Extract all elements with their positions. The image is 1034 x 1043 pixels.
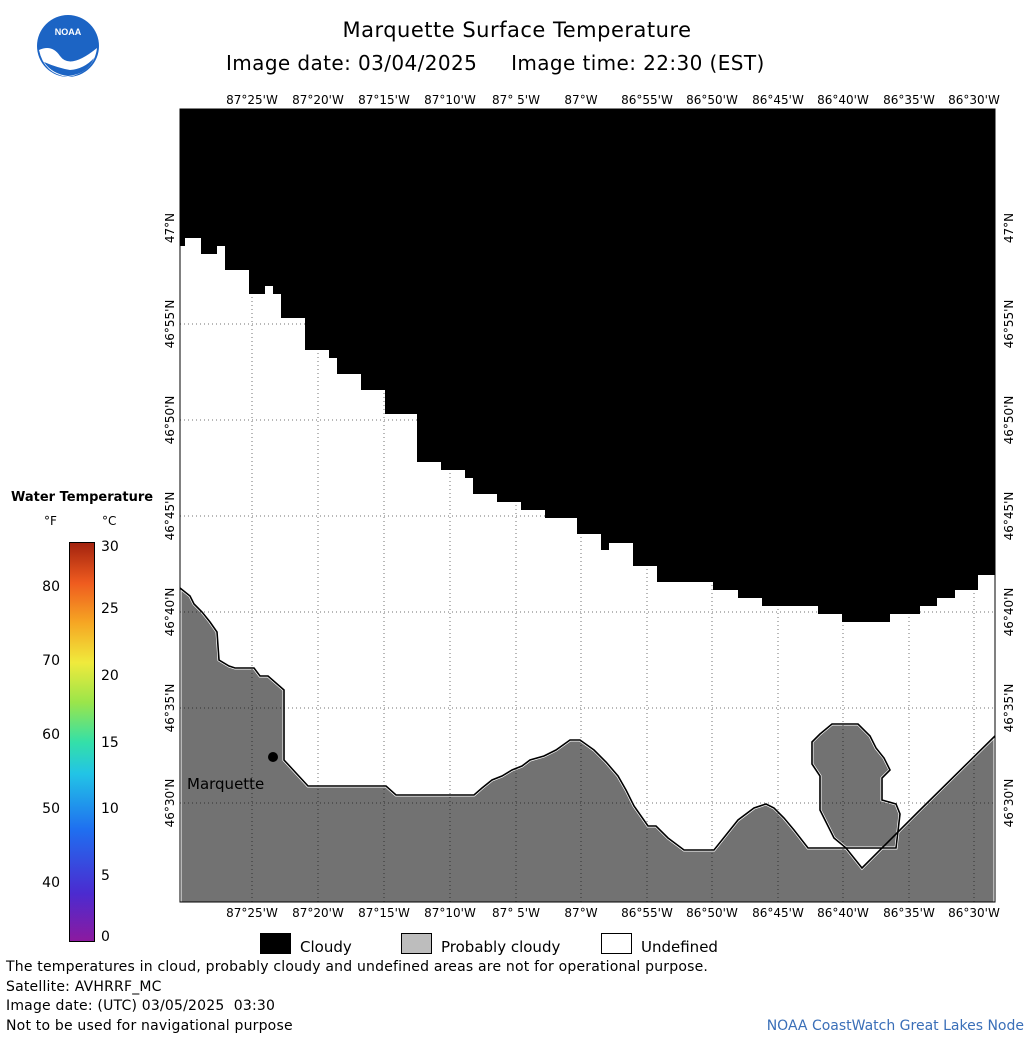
- lon-label-bottom-3: 87°10'W: [424, 906, 476, 920]
- legend-cloudy-label: Cloudy: [300, 938, 352, 956]
- lon-label-bottom-9: 86°40'W: [817, 906, 869, 920]
- legend-cloudy-swatch: [260, 933, 291, 954]
- noaa-logo-icon: NOAA: [37, 15, 99, 77]
- lon-label-top-0: 87°25'W: [226, 93, 278, 107]
- lon-label-top-2: 87°15'W: [358, 93, 410, 107]
- scale-c-tick-5: 5: [101, 868, 110, 884]
- city-label: Marquette: [187, 775, 264, 793]
- lon-label-top-9: 86°40'W: [817, 93, 869, 107]
- lon-label-bottom-4: 87° 5'W: [492, 906, 540, 920]
- lon-label-top-5: 87°W: [564, 93, 598, 107]
- scale-c-tick-2: 20: [101, 668, 119, 684]
- scale-c-tick-6: 0: [101, 929, 110, 945]
- lon-label-bottom-8: 86°45'W: [752, 906, 804, 920]
- map-frame: [179, 108, 996, 903]
- lon-label-top-7: 86°50'W: [686, 93, 738, 107]
- lon-label-top-1: 87°20'W: [292, 93, 344, 107]
- credit: NOAA CoastWatch Great Lakes Node: [766, 1018, 1024, 1034]
- scale-c-tick-1: 25: [101, 601, 119, 617]
- scale-f-tick-4: 40: [42, 875, 60, 891]
- logo-text: NOAA: [55, 27, 82, 37]
- image-date-time: Image date: 03/04/2025 Image time: 22:30…: [226, 51, 765, 75]
- graticule: [180, 109, 995, 902]
- lon-label-bottom-2: 87°15'W: [358, 906, 410, 920]
- image-time: Image time: 22:30 (EST): [511, 51, 765, 75]
- legend-probably-cloudy-swatch: [401, 933, 432, 954]
- lon-label-bottom-6: 86°55'W: [621, 906, 673, 920]
- scale-c-tick-3: 15: [101, 735, 119, 751]
- lon-label-bottom-0: 87°25'W: [226, 906, 278, 920]
- legend-undefined-swatch: [601, 933, 632, 954]
- lon-label-top-11: 86°30'W: [948, 93, 1000, 107]
- lon-label-top-3: 87°10'W: [424, 93, 476, 107]
- scale-f-tick-3: 50: [42, 801, 60, 817]
- scale-f-tick-1: 70: [42, 653, 60, 669]
- lon-label-top-6: 86°55'W: [621, 93, 673, 107]
- temperature-color-bar: [69, 542, 95, 942]
- scale-c-tick-0: 30: [101, 539, 119, 555]
- unit-f: °F: [44, 514, 57, 528]
- image-date: Image date: 03/04/2025: [226, 51, 478, 75]
- unit-c: °C: [102, 514, 117, 528]
- map-title: Marquette Surface Temperature: [342, 18, 692, 42]
- disclaimer: The temperatures in cloud, probably clou…: [6, 959, 709, 975]
- lon-label-bottom-11: 86°30'W: [948, 906, 1000, 920]
- legend-probably-cloudy-label: Probably cloudy: [441, 938, 561, 956]
- marquette-marker-icon: [268, 752, 278, 762]
- lon-label-bottom-1: 87°20'W: [292, 906, 344, 920]
- lon-label-bottom-7: 86°50'W: [686, 906, 738, 920]
- scale-f-tick-2: 60: [42, 727, 60, 743]
- scale-title: Water Temperature: [11, 490, 154, 505]
- lon-label-top-4: 87° 5'W: [492, 93, 540, 107]
- scale-c-tick-4: 10: [101, 801, 119, 817]
- lon-label-top-8: 86°45'W: [752, 93, 804, 107]
- lon-label-bottom-5: 87°W: [564, 906, 598, 920]
- legend-undefined-label: Undefined: [641, 938, 718, 956]
- scale-f-tick-0: 80: [42, 579, 60, 595]
- lon-label-top-10: 86°35'W: [883, 93, 935, 107]
- navigation-warning: Not to be used for navigational purpose: [6, 1018, 293, 1034]
- lon-label-bottom-10: 86°35'W: [883, 906, 935, 920]
- utc-date: Image date: (UTC) 03/05/2025 03:30: [6, 998, 276, 1014]
- satellite: Satellite: AVHRRF_MC: [6, 979, 162, 995]
